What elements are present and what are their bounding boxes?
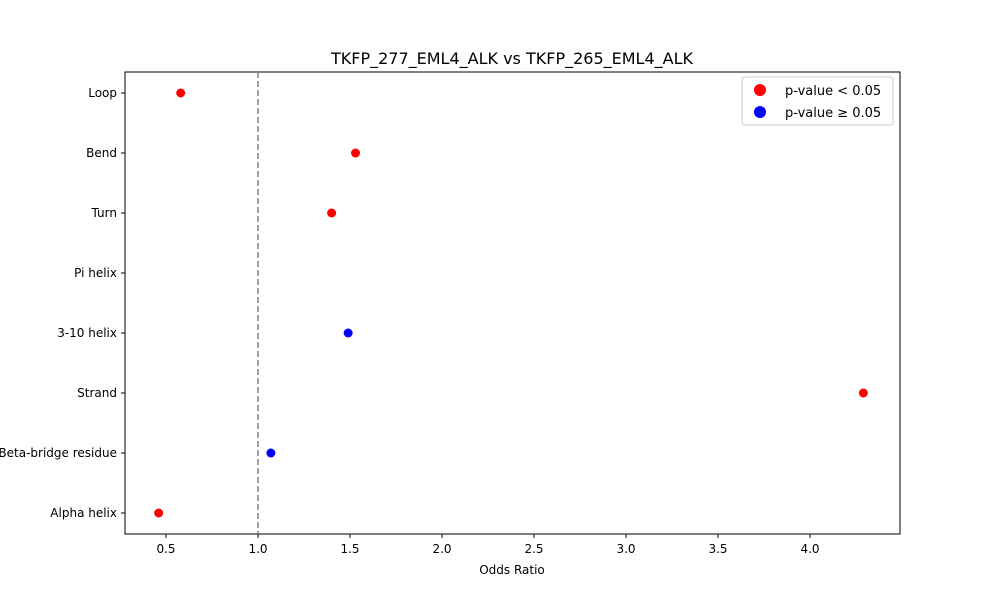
legend-label: p-value ≥ 0.05 <box>785 106 881 121</box>
data-point <box>327 208 337 218</box>
x-tick-label: 4.0 <box>800 542 819 556</box>
legend-label: p-value < 0.05 <box>785 84 881 99</box>
x-axis: 0.5 1.0 1.5 2.0 2.5 3.0 3.5 4.0 <box>156 534 820 556</box>
x-tick-label: 2.5 <box>524 542 543 556</box>
chart-title: TKFP_277_EML4_ALK vs TKFP_265_EML4_ALK <box>330 49 694 69</box>
data-point <box>351 148 361 158</box>
x-tick-label: 0.5 <box>156 542 175 556</box>
y-tick-label: Bend <box>86 146 117 160</box>
y-tick-label: Loop <box>88 86 117 100</box>
y-tick-label: Pi helix <box>74 266 117 280</box>
data-points <box>154 88 868 518</box>
x-tick-label: 3.0 <box>616 542 635 556</box>
y-axis: Loop Bend Turn Pi helix 3-10 helix Strand Beta… <box>0 86 125 520</box>
x-tick-label: 3.5 <box>708 542 727 556</box>
y-tick-label: 3-10 helix <box>57 326 117 340</box>
data-point <box>343 328 353 338</box>
x-tick-label: 2.0 <box>432 542 451 556</box>
y-tick-label: Strand <box>77 386 117 400</box>
legend-marker <box>754 84 766 96</box>
data-point <box>858 388 868 398</box>
data-point <box>266 448 276 458</box>
x-tick-label: 1.5 <box>340 542 359 556</box>
legend-marker <box>754 106 766 118</box>
y-tick-label: Alpha helix <box>50 506 117 520</box>
legend-box <box>741 76 894 126</box>
y-tick-label: Turn <box>91 206 117 220</box>
y-tick-label: Beta-bridge residue <box>0 446 117 460</box>
data-point <box>154 508 164 518</box>
x-tick-label: 1.0 <box>248 542 267 556</box>
legend: p-value < 0.05 p-value ≥ 0.05 <box>741 76 894 126</box>
x-axis-label: Odds Ratio <box>479 563 545 577</box>
data-point <box>176 88 186 98</box>
plot-area <box>124 71 901 535</box>
